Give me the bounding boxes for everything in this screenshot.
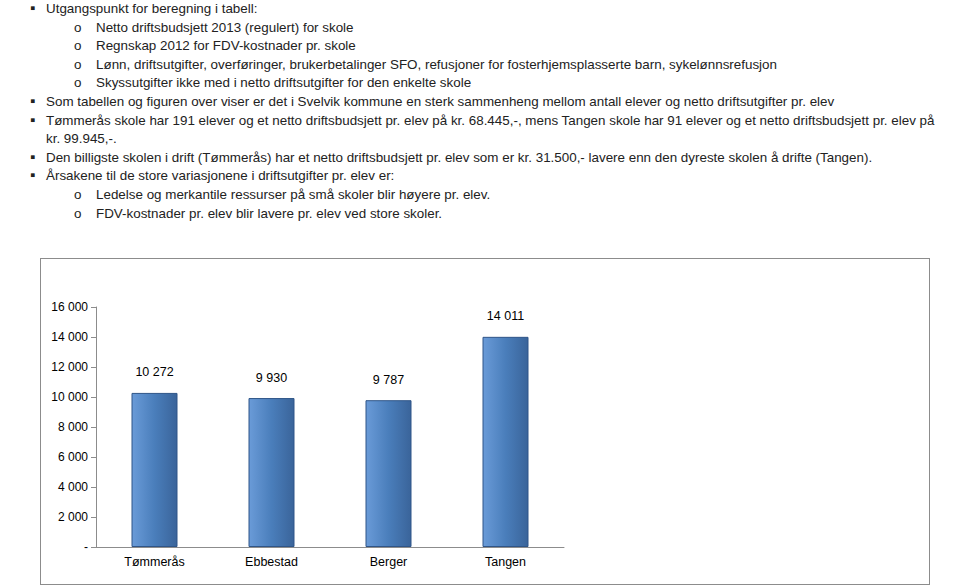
svg-text:Ebbestad: Ebbestad (245, 555, 298, 569)
svg-text:9 930: 9 930 (256, 371, 287, 385)
svg-text:14 000: 14 000 (51, 330, 88, 344)
svg-text:6 000: 6 000 (58, 450, 88, 464)
svg-text:Tangen: Tangen (485, 555, 526, 569)
svg-text:-: - (84, 540, 88, 554)
svg-text:14 011: 14 011 (487, 309, 524, 323)
svg-text:9 787: 9 787 (373, 373, 404, 387)
html-text:Årsakene til de store variasjo: Årsakene til de store variasjonene i dri… (46, 168, 395, 184)
svg-text:12 000: 12 000 (51, 360, 88, 374)
html-text:Som tabellen og figuren over v: Som tabellen og figuren over viser er de… (46, 94, 835, 109)
html-text:FDV-kostnader pr. elev blir la: FDV-kostnader pr. elev blir lavere pr. e… (96, 205, 443, 221)
svg-text:10 272: 10 272 (135, 365, 173, 379)
html-text:Lønn, driftsutgifter, overføri: Lønn, driftsutgifter, overføringer, bruk… (96, 56, 777, 72)
html-text:Tømmerås skole har 191 elever: Tømmerås skole har 191 elever og et nett… (46, 112, 935, 147)
svg-text:Tømmerås: Tømmerås (124, 555, 184, 569)
html-text:Regnskap 2012 for FDV-kostnade: Regnskap 2012 for FDV-kostnader pr. skol… (96, 38, 356, 54)
html-text:Netto driftsbudsjett 2013 (reg: Netto driftsbudsjett 2013 (regulert) for… (96, 19, 354, 35)
html-text:Ledelse og merkantile ressurse: Ledelse og merkantile ressurser på små s… (96, 186, 491, 202)
svg-text:10 000: 10 000 (51, 390, 88, 404)
svg-text:8 000: 8 000 (58, 420, 88, 434)
svg-text:Berger: Berger (370, 555, 408, 569)
svg-text:16 000: 16 000 (51, 300, 88, 314)
html-text:Utgangspunkt for beregning i t: Utgangspunkt for beregning i tabell: (46, 1, 258, 16)
html-text:Skyssutgifter ikke med i netto: Skyssutgifter ikke med i netto driftsutg… (96, 75, 472, 91)
svg-text:4 000: 4 000 (58, 480, 88, 494)
svg-text:2 000: 2 000 (58, 510, 88, 524)
html-text:Den billigste skolen i drift (: Den billigste skolen i drift (Tømmerås) … (46, 149, 873, 165)
